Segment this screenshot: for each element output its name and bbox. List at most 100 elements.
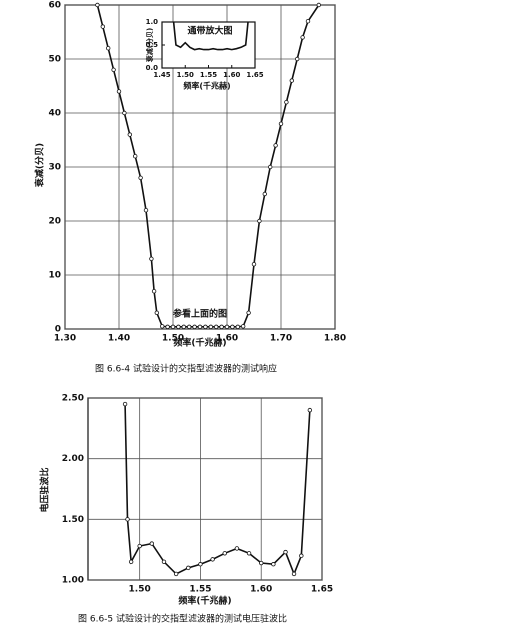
data-point (295, 56, 300, 62)
data-point (111, 67, 116, 72)
data-point (300, 35, 305, 40)
data-point (271, 562, 276, 567)
data-point (316, 2, 321, 8)
data-point (127, 132, 132, 137)
data-point (125, 517, 130, 522)
data-point (246, 551, 252, 556)
data-point (224, 324, 230, 330)
data-point (154, 310, 159, 315)
data-point (149, 256, 154, 261)
x-tick-label: 1.45 (153, 71, 170, 79)
x-axis-label: 频率(千兆赫) (183, 81, 230, 91)
data-point (208, 324, 213, 330)
data-point (95, 2, 100, 8)
x-tick-label: 1.50 (129, 585, 151, 595)
caption: 图 6.6-4 试验设计的交指型滤波器的测试响应 (95, 363, 277, 375)
y-axis-label: 电压驻波比 (39, 467, 51, 512)
y-tick-label: 30 (48, 163, 61, 173)
data-point (291, 571, 297, 577)
x-tick-label: 1.80 (324, 334, 346, 344)
data-point (213, 324, 219, 330)
data-point (230, 324, 235, 330)
data-point (173, 571, 179, 577)
x-tick-label: 1.50 (162, 334, 184, 344)
data-point (197, 324, 203, 330)
data-point (186, 565, 191, 571)
y-tick-label: 60 (48, 1, 61, 11)
data-point (151, 289, 157, 294)
data-point (299, 553, 304, 558)
y-tick-label: 0 (55, 325, 61, 335)
y-tick-label: 0.5 (146, 41, 159, 49)
x-tick-label: 1.65 (246, 71, 263, 79)
data-point (159, 324, 165, 329)
data-point (240, 324, 246, 329)
data-point (122, 401, 128, 407)
x-tick-label: 1.60 (216, 334, 238, 344)
y-tick-label: 1.00 (62, 576, 84, 586)
y-tick-label: 50 (48, 55, 61, 65)
x-axis-label: 频率(千兆赫) (178, 595, 231, 607)
data-point (100, 24, 105, 29)
data-point (210, 557, 215, 562)
annotation: 参看上面的图 (173, 308, 227, 320)
y-axis-label: 衰减(分贝) (145, 28, 154, 63)
data-point (262, 191, 267, 197)
x-axis-label: 频率(千兆赫) (173, 337, 226, 349)
data-point (170, 324, 176, 330)
data-point (143, 207, 149, 213)
data-point (132, 153, 138, 159)
x-tick-label: 1.30 (54, 334, 76, 344)
curve (96, 4, 320, 328)
data-point (234, 546, 240, 551)
caption: 图 6.6-5 试验设计的交指型滤波器的测试电压驻波比 (78, 613, 287, 625)
y-tick-label: 20 (48, 217, 61, 227)
data-point (251, 262, 257, 267)
y-tick-label: 40 (48, 109, 61, 119)
data-point (257, 218, 262, 224)
data-point (222, 551, 227, 556)
y-tick-label: 10 (48, 271, 61, 281)
data-point (198, 562, 203, 567)
data-point (137, 543, 142, 549)
data-point (289, 78, 294, 83)
y-tick-label: 1.50 (62, 515, 84, 525)
data-point (122, 110, 127, 116)
inset-title: 通带放大图 (187, 25, 232, 37)
data-point (176, 324, 181, 330)
data-point (283, 549, 288, 555)
data-point (235, 324, 240, 330)
data-point (128, 559, 134, 564)
data-point (268, 164, 273, 170)
data-point (149, 541, 155, 546)
x-tick-label: 1.60 (250, 585, 272, 595)
y-tick-label: 0.0 (146, 64, 159, 72)
data-point (192, 324, 197, 330)
x-tick-label: 1.70 (270, 334, 292, 344)
data-point (203, 324, 208, 330)
data-point (278, 121, 284, 126)
data-point (116, 89, 122, 94)
data-point (181, 324, 186, 330)
y-tick-label: 1.0 (146, 18, 159, 26)
x-tick-label: 1.60 (223, 71, 240, 79)
x-tick-label: 1.50 (177, 71, 194, 79)
data-point (165, 324, 170, 330)
data-point (246, 310, 251, 315)
x-tick-label: 1.55 (189, 585, 211, 595)
data-point (307, 407, 313, 413)
data-point (273, 143, 278, 148)
curve (172, 21, 249, 51)
y-axis-label: 衰减(分贝) (34, 143, 46, 188)
data-point (219, 324, 224, 330)
y-tick-label: 2.50 (62, 394, 84, 404)
x-tick-label: 1.55 (200, 71, 217, 79)
x-tick-label: 1.65 (311, 585, 333, 595)
y-tick-label: 2.00 (62, 454, 84, 464)
data-point (305, 19, 311, 24)
data-point (138, 175, 143, 180)
data-point (105, 46, 111, 51)
data-point (284, 99, 289, 105)
